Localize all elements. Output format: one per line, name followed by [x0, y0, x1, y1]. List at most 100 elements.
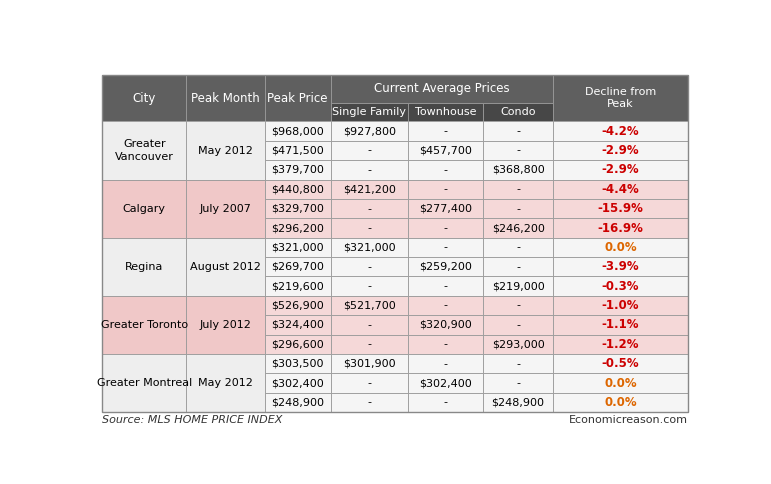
Text: -: - [516, 262, 520, 272]
Bar [483, 373, 554, 393]
Text: $248,900: $248,900 [492, 397, 544, 408]
Bar [264, 238, 331, 257]
Text: -: - [516, 301, 520, 311]
Bar [554, 334, 688, 354]
Text: -1.0%: -1.0% [602, 299, 639, 312]
Text: $421,200: $421,200 [343, 184, 396, 194]
Text: Calgary: Calgary [123, 204, 166, 213]
Bar [554, 199, 688, 218]
Text: -1.2%: -1.2% [602, 338, 639, 351]
Text: Greater Montreal: Greater Montreal [96, 378, 192, 388]
Bar [554, 121, 688, 141]
Text: -: - [367, 397, 372, 408]
Text: $440,800: $440,800 [271, 184, 324, 194]
Bar [483, 199, 554, 218]
Bar [331, 199, 408, 218]
Bar [408, 218, 483, 238]
Text: -: - [367, 223, 372, 233]
Text: -: - [516, 146, 520, 155]
Text: $321,000: $321,000 [343, 242, 396, 252]
Bar [554, 160, 688, 180]
Bar [554, 180, 688, 199]
Text: Economicreason.com: Economicreason.com [569, 415, 688, 424]
Text: -: - [367, 262, 372, 272]
Bar [264, 296, 331, 315]
Text: $248,900: $248,900 [271, 397, 324, 408]
Bar [103, 121, 186, 180]
Bar [331, 276, 408, 296]
Text: $379,700: $379,700 [271, 165, 324, 175]
Bar [331, 296, 408, 315]
Text: July 2012: July 2012 [200, 320, 251, 330]
Text: -: - [443, 165, 447, 175]
Bar [483, 315, 554, 334]
Bar [408, 199, 483, 218]
Text: 0.0%: 0.0% [604, 396, 637, 409]
Bar [186, 75, 264, 121]
Bar [103, 180, 186, 238]
Text: -2.9%: -2.9% [602, 144, 639, 157]
Bar [483, 103, 554, 121]
Bar [408, 160, 483, 180]
Bar [483, 257, 554, 276]
Text: $329,700: $329,700 [271, 204, 324, 213]
Text: $521,700: $521,700 [343, 301, 396, 311]
Bar [331, 160, 408, 180]
Bar [408, 334, 483, 354]
Bar [331, 218, 408, 238]
Text: July 2007: July 2007 [200, 204, 251, 213]
Bar [186, 121, 264, 180]
Text: -: - [367, 339, 372, 349]
Bar [483, 296, 554, 315]
Bar [103, 238, 186, 296]
Bar [264, 276, 331, 296]
Text: Peak Price: Peak Price [268, 91, 328, 105]
Bar [264, 354, 331, 373]
Bar [331, 373, 408, 393]
Bar [264, 75, 331, 121]
Bar [331, 121, 408, 141]
Bar [408, 238, 483, 257]
Bar [554, 276, 688, 296]
Bar [186, 180, 264, 238]
Text: August 2012: August 2012 [190, 262, 261, 272]
Text: $296,200: $296,200 [271, 223, 324, 233]
Bar [408, 276, 483, 296]
Bar [331, 354, 408, 373]
Bar [264, 160, 331, 180]
Bar [483, 160, 554, 180]
Text: -4.2%: -4.2% [602, 124, 639, 137]
Text: -: - [367, 146, 372, 155]
Bar [103, 354, 186, 412]
Bar [408, 315, 483, 334]
Text: -: - [443, 359, 447, 369]
Bar [264, 334, 331, 354]
Bar [264, 199, 331, 218]
Bar [408, 393, 483, 412]
Text: $219,600: $219,600 [271, 281, 324, 291]
Bar [408, 141, 483, 160]
Text: Source: MLS HOME PRICE INDEX: Source: MLS HOME PRICE INDEX [103, 415, 283, 424]
Bar [264, 141, 331, 160]
Text: Single Family: Single Family [332, 107, 406, 117]
Bar [483, 276, 554, 296]
Text: $302,400: $302,400 [271, 378, 324, 388]
Bar [408, 121, 483, 141]
Bar [483, 354, 554, 373]
Bar [331, 75, 554, 103]
Bar [554, 257, 688, 276]
Text: -1.1%: -1.1% [602, 318, 639, 332]
Text: $296,600: $296,600 [271, 339, 324, 349]
Bar [103, 296, 186, 354]
Text: May 2012: May 2012 [198, 146, 253, 155]
Text: $471,500: $471,500 [271, 146, 324, 155]
Bar [186, 354, 264, 412]
Text: -: - [516, 126, 520, 136]
Bar [264, 218, 331, 238]
Bar [331, 393, 408, 412]
Bar [264, 393, 331, 412]
Text: -2.9%: -2.9% [602, 164, 639, 176]
Text: $302,400: $302,400 [419, 378, 472, 388]
Bar [264, 121, 331, 141]
Text: -: - [443, 126, 447, 136]
